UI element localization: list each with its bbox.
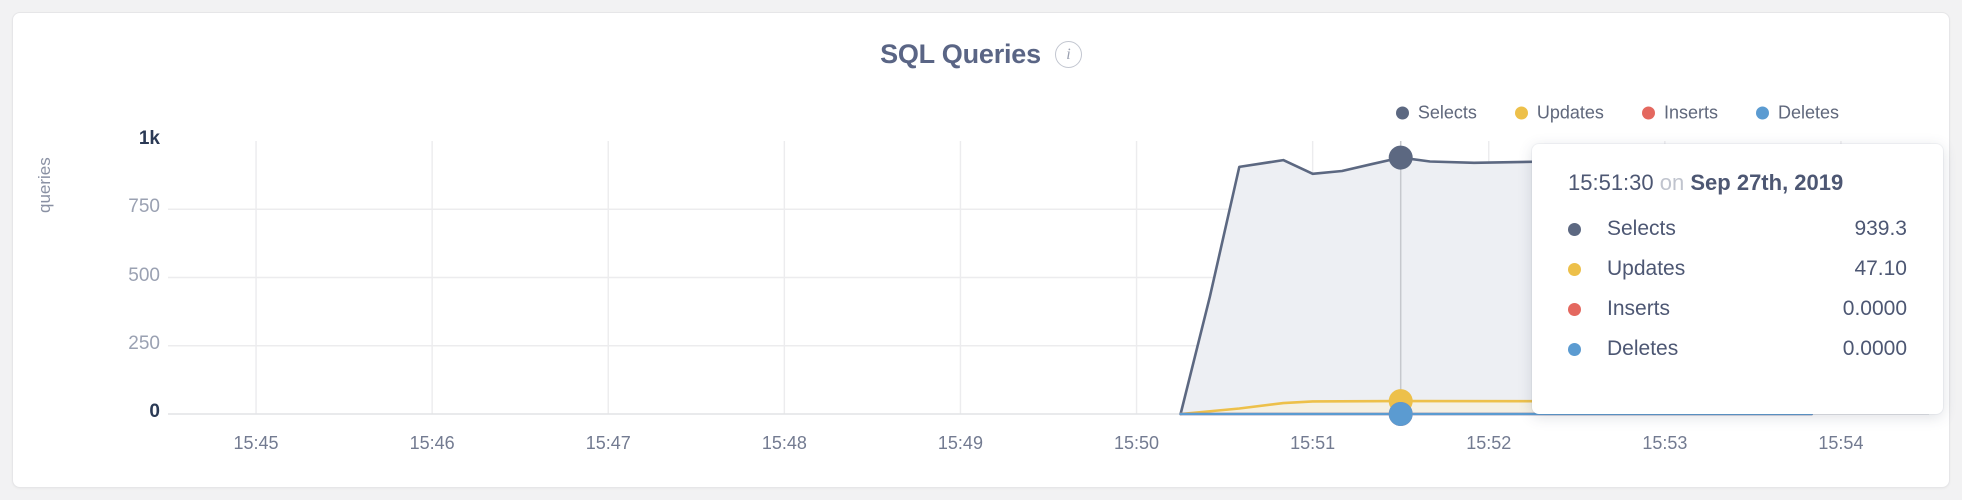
page-title: SQL Queries	[880, 39, 1041, 69]
tooltip-on-word: on	[1659, 170, 1685, 195]
x-tick-15-51: 15:51	[1290, 433, 1336, 453]
tooltip-dot-updates	[1568, 262, 1581, 276]
chart-header: SQL Queries i	[13, 39, 1949, 70]
tooltip-label-deletes: Deletes	[1607, 337, 1679, 360]
x-tick-15-46: 15:46	[409, 433, 455, 453]
legend-dot-deletes	[1755, 106, 1769, 120]
tooltip-label-selects: Selects	[1607, 217, 1676, 240]
y-tick-0: 0	[149, 401, 160, 422]
tooltip-value-inserts: 0.0000	[1842, 297, 1907, 320]
x-tick-15-45: 15:45	[233, 433, 279, 453]
legend-item-inserts[interactable]: Inserts	[1641, 102, 1718, 124]
y-axis-ticks: 0 250 500 750 1k	[13, 13, 160, 487]
tooltip-label-inserts: Inserts	[1607, 297, 1671, 320]
tooltip-header: 15:51:30 on Sep 27th, 2019	[1568, 170, 1907, 196]
legend-label-updates: Updates	[1536, 102, 1604, 123]
legend-label-deletes: Deletes	[1777, 102, 1839, 123]
tooltip-time: 15:51:30	[1568, 170, 1654, 195]
chart-tooltip: 15:51:30 on Sep 27th, 2019 Selects 939.3…	[1532, 144, 1943, 414]
legend-dot-inserts	[1641, 106, 1655, 120]
x-tick-15-47: 15:47	[585, 433, 631, 453]
tooltip-label-updates: Updates	[1607, 257, 1686, 280]
x-tick-15-54: 15:54	[1818, 433, 1864, 453]
y-tick-500: 500	[128, 264, 160, 286]
legend-label-inserts: Inserts	[1663, 102, 1718, 123]
x-tick-15-52: 15:52	[1466, 433, 1512, 453]
info-icon[interactable]: i	[1054, 41, 1082, 68]
tooltip-row-deletes: Deletes 0.0000	[1568, 333, 1907, 365]
tooltip-dot-deletes	[1568, 342, 1581, 356]
legend-item-deletes[interactable]: Deletes	[1755, 102, 1839, 124]
legend-dot-updates	[1514, 106, 1528, 120]
y-tick-1k: 1k	[138, 128, 160, 149]
legend-item-updates[interactable]: Updates	[1514, 102, 1604, 124]
y-tick-250: 250	[128, 332, 160, 354]
tooltip-row-selects: Selects 939.3	[1568, 213, 1907, 245]
tooltip-row-updates: Updates 47.10	[1568, 253, 1907, 285]
tooltip-value-updates: 47.10	[1854, 257, 1907, 280]
chart-legend: Selects Updates Inserts Deletes	[1395, 102, 1839, 124]
x-tick-15-53: 15:53	[1642, 433, 1688, 453]
x-tick-15-49: 15:49	[937, 433, 983, 453]
tooltip-dot-inserts	[1568, 302, 1581, 316]
legend-dot-selects	[1395, 106, 1409, 120]
y-tick-750: 750	[128, 196, 160, 218]
tooltip-dot-selects	[1568, 222, 1581, 236]
tooltip-value-deletes: 0.0000	[1842, 337, 1907, 360]
tooltip-date: Sep 27th, 2019	[1690, 170, 1844, 195]
tooltip-row-inserts: Inserts 0.0000	[1568, 293, 1907, 325]
tooltip-value-selects: 939.3	[1854, 217, 1907, 240]
x-tick-15-50: 15:50	[1114, 433, 1160, 453]
legend-item-selects[interactable]: Selects	[1395, 102, 1477, 124]
sql-queries-chart-card: SQL Queries i Selects Updates Inserts De…	[12, 12, 1950, 488]
legend-label-selects: Selects	[1417, 102, 1477, 123]
x-tick-15-48: 15:48	[761, 433, 807, 453]
